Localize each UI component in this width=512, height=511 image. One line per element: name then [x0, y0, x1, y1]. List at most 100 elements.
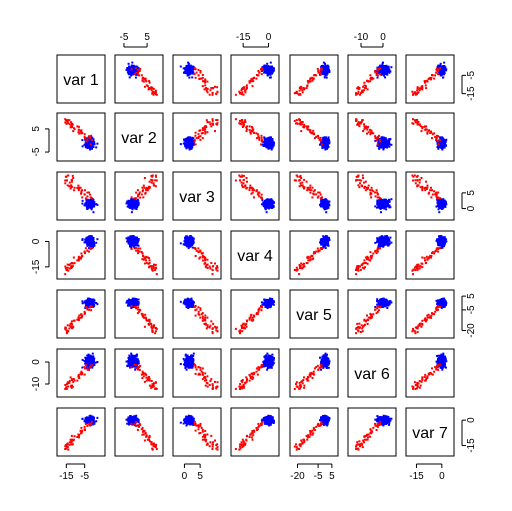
- data-point: [435, 138, 438, 141]
- data-point: [87, 137, 90, 140]
- data-point: [303, 123, 306, 126]
- data-point: [363, 81, 366, 84]
- data-point: [320, 141, 323, 144]
- data-point: [211, 93, 214, 96]
- data-point: [154, 89, 157, 92]
- data-point: [326, 64, 329, 67]
- data-point: [260, 193, 263, 196]
- data-point: [326, 202, 328, 204]
- data-point: [197, 133, 200, 136]
- data-point: [84, 203, 87, 206]
- panel-frame: [347, 171, 397, 221]
- data-point: [240, 175, 243, 178]
- panel-1-7: [405, 54, 455, 104]
- data-point: [87, 200, 89, 203]
- data-point: [383, 139, 386, 142]
- data-point: [388, 140, 390, 143]
- data-point: [263, 141, 266, 144]
- data-point: [425, 125, 428, 128]
- data-point: [372, 132, 375, 135]
- data-point: [268, 72, 271, 75]
- data-point: [412, 93, 414, 96]
- data-point: [185, 144, 188, 147]
- data-point: [216, 119, 219, 122]
- data-point: [300, 130, 303, 133]
- data-point: [188, 138, 191, 140]
- data-point: [306, 186, 309, 189]
- data-point: [441, 147, 444, 150]
- data-point: [301, 123, 304, 126]
- data-point: [93, 143, 96, 146]
- data-point: [427, 129, 430, 132]
- data-point: [387, 141, 389, 144]
- data-point: [271, 199, 274, 202]
- data-point: [375, 74, 378, 76]
- data-point: [359, 121, 361, 124]
- data-point: [430, 78, 432, 81]
- data-point: [127, 199, 130, 202]
- data-point: [70, 123, 73, 126]
- data-point: [126, 67, 129, 69]
- data-point: [326, 71, 328, 74]
- panel-1-4: [230, 54, 280, 104]
- panel-frame: [56, 112, 106, 162]
- data-point: [374, 135, 377, 138]
- data-point: [383, 71, 386, 74]
- data-point: [64, 121, 67, 124]
- data-point: [258, 71, 261, 74]
- data-point: [190, 138, 193, 141]
- data-point: [299, 174, 302, 177]
- data-point: [265, 200, 268, 203]
- data-point: [242, 123, 245, 126]
- data-point: [134, 205, 137, 208]
- data-point: [364, 85, 367, 88]
- data-point: [363, 125, 366, 128]
- data-point: [251, 189, 254, 192]
- data-point: [414, 93, 417, 96]
- data-point: [267, 147, 270, 150]
- data-point: [431, 74, 433, 76]
- data-point: [379, 64, 382, 67]
- data-point: [89, 146, 92, 149]
- data-point: [272, 201, 275, 204]
- data-point: [215, 119, 218, 121]
- data-point: [77, 184, 80, 187]
- data-point: [70, 121, 73, 124]
- data-point: [211, 122, 214, 125]
- data-point: [379, 70, 382, 73]
- data-point: [185, 65, 188, 67]
- data-point: [140, 193, 143, 196]
- data-point: [216, 122, 219, 125]
- data-point: [269, 61, 272, 64]
- data-point: [377, 70, 380, 73]
- data-point: [376, 68, 379, 71]
- data-point: [309, 129, 312, 132]
- data-point: [132, 73, 135, 76]
- data-point: [80, 190, 83, 193]
- data-point: [418, 123, 421, 126]
- data-point: [388, 139, 391, 142]
- data-point: [437, 140, 439, 143]
- data-point: [265, 211, 268, 214]
- data-point: [260, 136, 263, 139]
- data-point: [440, 138, 443, 140]
- data-point: [356, 87, 359, 90]
- data-point: [266, 137, 269, 140]
- data-point: [85, 204, 88, 207]
- data-point: [317, 71, 320, 74]
- data-point: [299, 93, 302, 96]
- data-point: [363, 128, 366, 131]
- panel-2-7: [405, 112, 455, 162]
- data-point: [86, 145, 89, 148]
- data-point: [137, 67, 140, 70]
- data-point: [68, 123, 71, 126]
- data-point: [200, 77, 203, 80]
- data-point: [88, 202, 90, 204]
- data-point: [390, 66, 393, 69]
- data-point: [204, 81, 207, 84]
- data-point: [441, 145, 444, 148]
- data-point: [328, 140, 331, 143]
- data-point: [363, 89, 365, 92]
- data-point: [324, 66, 327, 69]
- data-point: [437, 143, 440, 146]
